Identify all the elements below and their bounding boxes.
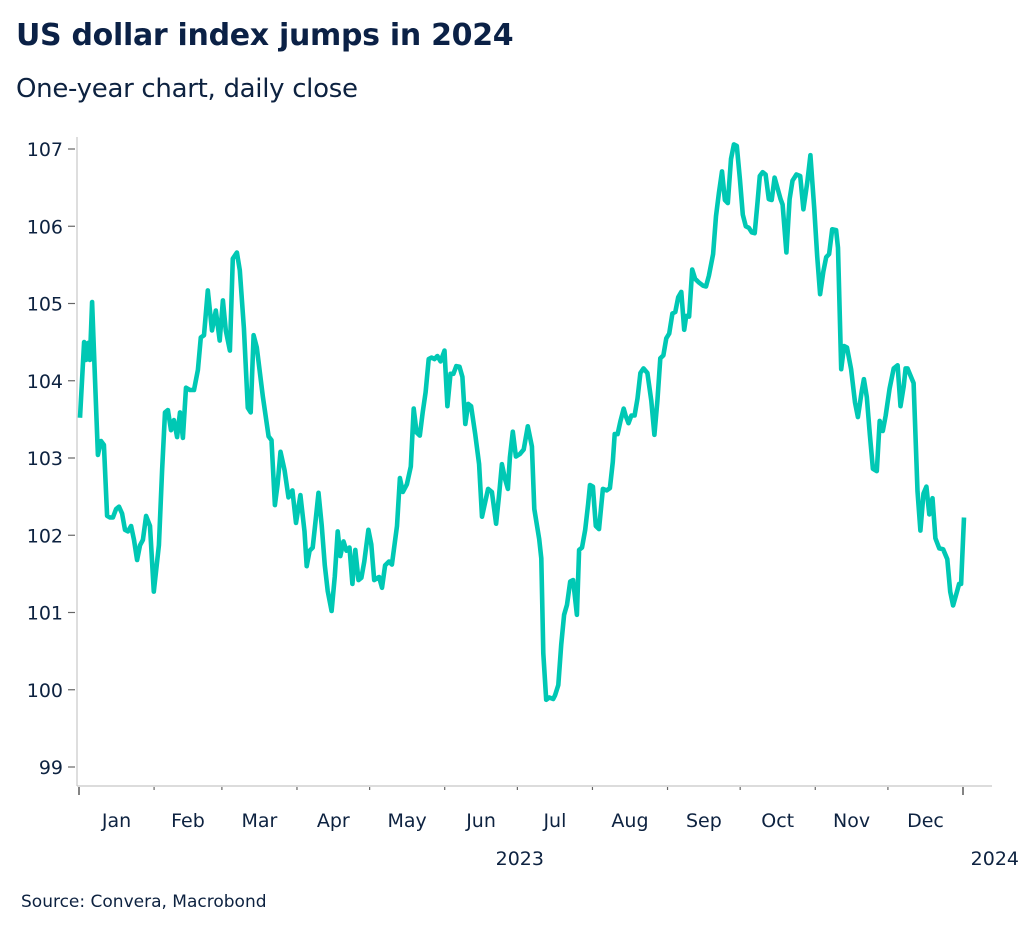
x-tick-label-may: May <box>388 810 427 832</box>
x-tick-label-apr: Apr <box>317 810 350 832</box>
chart-title: US dollar index jumps in 2024 <box>16 18 514 53</box>
y-tick-label: 107 <box>27 139 63 161</box>
chart-subtitle: One-year chart, daily close <box>16 74 358 104</box>
y-tick-label: 104 <box>27 371 63 393</box>
y-tick-label: 105 <box>27 294 63 316</box>
x-tick-label-feb: Feb <box>171 810 205 832</box>
y-tick-label: 100 <box>27 680 63 702</box>
x-axis: Jan Feb Mar Apr May Jun Jul Aug Sep Oct Nov Dec 2023… <box>77 785 1019 870</box>
x-tick-label-jun: Jun <box>465 810 496 832</box>
x-tick-label-jul: Jul <box>542 810 566 832</box>
x-tick-label-sep: Sep <box>686 810 722 832</box>
x-tick-label-jan: Jan <box>101 810 131 832</box>
x-tick-label-oct: Oct <box>761 810 794 832</box>
x-tick-label-dec: Dec <box>907 810 944 832</box>
year-label-2024: 2024 <box>971 848 1019 870</box>
y-tick-label: 102 <box>27 525 63 547</box>
series-line-dxy <box>77 142 967 703</box>
year-label-2023: 2023 <box>496 848 544 870</box>
y-axis: 99 100 101 102 103 104 105 106 107 <box>27 137 78 786</box>
x-tick-label-mar: Mar <box>242 810 278 832</box>
y-tick-label: 106 <box>27 216 63 238</box>
x-tick-label-aug: Aug <box>611 810 648 832</box>
x-tick-label-nov: Nov <box>833 810 870 832</box>
y-tick-label: 99 <box>39 757 63 779</box>
y-tick-label: 103 <box>27 448 63 470</box>
y-tick-label: 101 <box>27 603 63 625</box>
source-note: Source: Convera, Macrobond <box>21 892 267 912</box>
series-layer <box>77 142 967 703</box>
